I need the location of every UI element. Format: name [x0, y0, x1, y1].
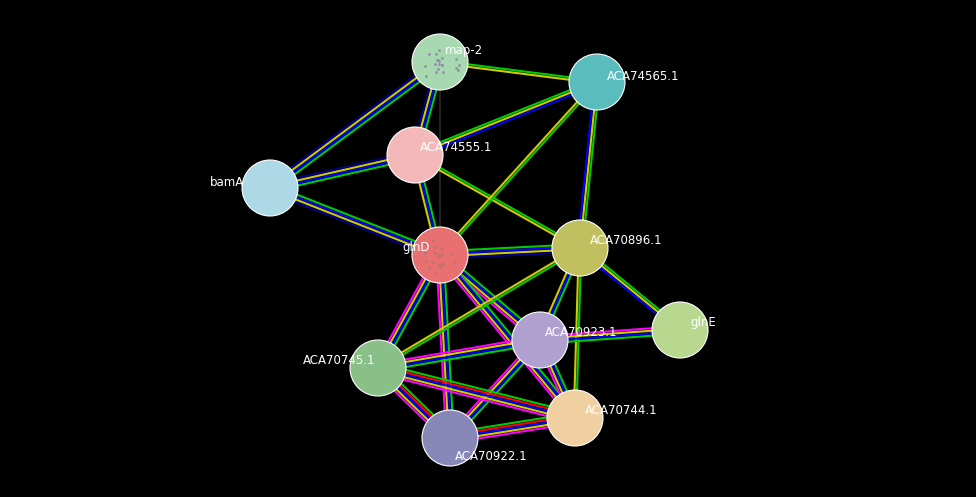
Circle shape — [412, 34, 468, 90]
Text: ACA70923.1: ACA70923.1 — [545, 326, 618, 339]
Circle shape — [422, 410, 478, 466]
Circle shape — [569, 54, 625, 110]
Circle shape — [412, 227, 468, 283]
Text: ACA70896.1: ACA70896.1 — [590, 234, 663, 247]
Circle shape — [652, 302, 708, 358]
Circle shape — [242, 160, 298, 216]
Circle shape — [552, 220, 608, 276]
Text: ACA70922.1: ACA70922.1 — [455, 450, 528, 463]
Text: glnE: glnE — [690, 316, 715, 329]
Text: ACA74555.1: ACA74555.1 — [420, 141, 492, 154]
Text: ACA70744.1: ACA70744.1 — [585, 404, 658, 417]
Circle shape — [547, 390, 603, 446]
Text: ACA70745.1: ACA70745.1 — [303, 354, 376, 367]
Text: bamA: bamA — [210, 176, 244, 189]
Circle shape — [512, 312, 568, 368]
Circle shape — [387, 127, 443, 183]
Text: ACA74565.1: ACA74565.1 — [607, 70, 679, 83]
Text: map-2: map-2 — [445, 44, 483, 57]
Circle shape — [350, 340, 406, 396]
Text: glnD: glnD — [402, 241, 429, 254]
